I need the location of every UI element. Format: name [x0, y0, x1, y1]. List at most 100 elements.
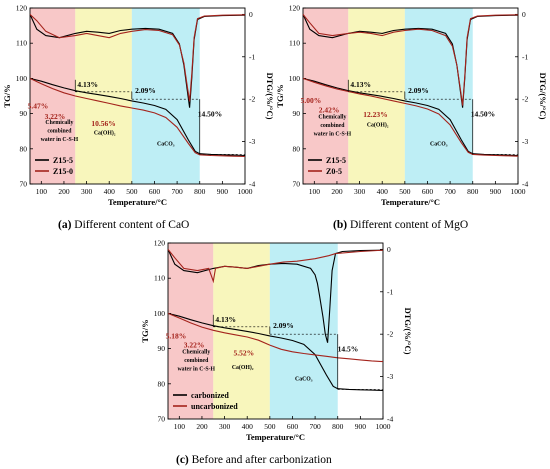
region-pink: [30, 8, 76, 184]
y-tick-label: 90: [158, 344, 166, 353]
x-tick-label: 800: [194, 187, 206, 196]
annotation-label: CaCO₃: [295, 376, 313, 382]
y2-tick-label: -2: [249, 95, 255, 104]
annotation-label: combined: [47, 129, 72, 135]
x-tick-label: 200: [331, 187, 343, 196]
annotation-label: 2.09%: [273, 321, 294, 330]
annotation-label: water in C-S-H: [178, 366, 216, 372]
region-cyan: [404, 8, 473, 184]
caption-b-letter: (b): [333, 219, 348, 231]
legend-label: uncarbonized: [191, 402, 238, 411]
y2-tick-label: -4: [387, 415, 393, 424]
y2-tick-label: -1: [387, 287, 393, 296]
y2-tick-label: -3: [387, 372, 393, 381]
annotation-label: 2.09%: [135, 86, 156, 95]
y-tick-label: 110: [16, 39, 27, 48]
plot-frame: [302, 7, 519, 185]
y-tick-label: 120: [16, 4, 28, 13]
series-line-dtg-z0-5: [302, 14, 519, 106]
series-line-dtg-uncarbonized: [167, 249, 384, 284]
y-tick-label: 100: [154, 309, 166, 318]
annotation-label: 4.13%: [77, 80, 98, 89]
x-tick-label: 700: [171, 187, 183, 196]
annotation-label: 2.42%: [319, 106, 340, 115]
x-axis-label: Temperature/°C: [246, 432, 305, 442]
annotation-label: water in C-S-H: [41, 137, 79, 143]
y2-tick-label: -2: [522, 95, 528, 104]
x-tick-label: 300: [354, 187, 366, 196]
legend-label: carbonized: [191, 391, 229, 400]
x-tick-label: 600: [422, 187, 434, 196]
annotation-label: 14.5%: [338, 344, 359, 353]
annotation-label: 4.13%: [350, 80, 371, 89]
x-tick-label: 1000: [238, 187, 253, 196]
caption-b-text: Different content of MgO: [349, 219, 469, 231]
y2-tick-label: -3: [249, 137, 255, 146]
annotation-label: Chemically: [318, 115, 346, 121]
caption-a-text: Different content of CaO: [74, 219, 190, 231]
chart-panel-a: 100 200 300 400 500 600 700 800 900 1000708090100…: [2, 4, 275, 208]
y2-tick-label: -1: [522, 52, 528, 61]
x-tick-label: 500: [264, 422, 276, 431]
x-tick-label: 1000: [511, 187, 526, 196]
annotation-label: CaCO₃: [157, 141, 175, 147]
y-axis-label: TG/%: [275, 84, 285, 107]
y-tick-label: 80: [158, 379, 166, 388]
annotation-label: Ca(OH)₂: [232, 364, 254, 371]
x-tick-label: 600: [287, 422, 299, 431]
y-tick-label: 110: [289, 39, 300, 48]
x-tick-label: 700: [309, 422, 321, 431]
annotation-label: Ca(OH)₂: [367, 122, 389, 129]
x-tick-label: 400: [242, 422, 254, 431]
x-axis-label: Temperature/°C: [381, 197, 440, 207]
x-tick-label: 100: [174, 422, 186, 431]
x-tick-label: 1000: [376, 422, 391, 431]
annotation-label: 14.50%: [471, 109, 495, 118]
annotation-label: 5.00%: [301, 96, 322, 105]
caption-c: (c) Before and after carbonization: [176, 454, 332, 466]
y2-axis-label: DTG/(%/°C): [403, 308, 413, 355]
region-pink: [168, 243, 214, 419]
annotation-label: 5.52%: [234, 349, 255, 358]
annotation-label: 5.18%: [166, 332, 187, 341]
y-tick-label: 70: [20, 180, 28, 189]
plot-frame: [167, 242, 384, 420]
y-axis-label: TG/%: [2, 84, 12, 107]
annotation-label: Chemically: [45, 120, 73, 126]
x-tick-label: 300: [81, 187, 93, 196]
annotation-label: 2.09%: [408, 86, 429, 95]
legend-label: Z15-0: [53, 167, 73, 176]
y2-tick-label: 0: [249, 10, 253, 19]
y-tick-label: 120: [154, 239, 166, 248]
legend-label: Z15-5: [326, 156, 346, 165]
y2-tick-label: -4: [249, 180, 255, 189]
y2-tick-label: 0: [387, 245, 391, 254]
caption-a-letter: (a): [58, 219, 72, 231]
region-cyan: [269, 243, 338, 419]
annotation-label: 12.23%: [363, 110, 387, 119]
annotation-label: 14.50%: [198, 109, 222, 118]
y-tick-label: 80: [293, 144, 301, 153]
x-tick-label: 200: [58, 187, 70, 196]
series-line-z15-5: [29, 77, 246, 157]
x-tick-label: 800: [467, 187, 479, 196]
plot-frame: [29, 7, 246, 185]
x-tick-label: 900: [355, 422, 367, 431]
legend-label: Z0-5: [326, 167, 342, 176]
x-tick-label: 900: [217, 187, 229, 196]
annotation-label: combined: [184, 358, 209, 364]
y-tick-label: 120: [289, 4, 301, 13]
annotation-label: water in C-S-H: [314, 131, 352, 137]
series-line-dtg-z15-0: [29, 13, 246, 102]
chart-panel-c: 100 200 300 400 500 600 700 800 900 1000708090100…: [140, 239, 413, 443]
y2-tick-label: -2: [387, 330, 393, 339]
series-line-z15-0: [29, 77, 246, 158]
caption-c-letter: (c): [176, 454, 189, 466]
y2-tick-label: -4: [522, 180, 528, 189]
series-line-z0-5: [302, 77, 519, 157]
y2-tick-label: -1: [249, 52, 255, 61]
region-pink: [303, 8, 349, 184]
x-tick-label: 500: [399, 187, 411, 196]
annotation-label: 3.22%: [184, 341, 205, 350]
